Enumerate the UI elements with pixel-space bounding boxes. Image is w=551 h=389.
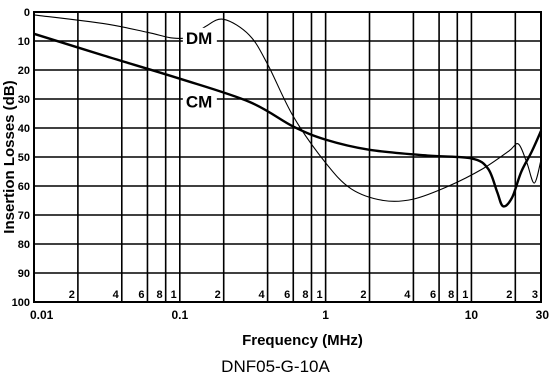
x-minor-tick-label: 4	[258, 289, 265, 301]
x-decade-label: 0.01	[30, 308, 54, 322]
y-tick-label: 80	[18, 239, 30, 251]
x-minor-tick-label: 2	[360, 289, 366, 301]
x-axis-title-prefix: Frequency	[242, 332, 319, 349]
x-minor-tick-label: 2	[69, 289, 75, 301]
x-minor-tick-label: 6	[138, 289, 144, 301]
y-tick-label: 90	[18, 268, 30, 280]
y-tick-label: 60	[18, 181, 30, 193]
y-tick-label: 20	[18, 65, 30, 77]
chart-caption: DNF05-G-10A	[221, 357, 330, 376]
y-axis-title-unit: (dB)	[1, 80, 18, 110]
x-minor-tick-label: 6	[430, 289, 436, 301]
y-tick-label: 0	[24, 7, 30, 19]
x-decade-label: 1	[322, 308, 329, 322]
x-axis-title-unit: (MHz)	[322, 332, 363, 349]
y-tick-label: 70	[18, 210, 30, 222]
annotation-background	[182, 27, 217, 48]
x-minor-tick-label: 2	[215, 289, 221, 301]
plot-frame	[33, 11, 542, 303]
x-decade-label: 0.1	[171, 308, 188, 322]
y-tick-label: 40	[18, 123, 30, 135]
x-minor-tick-label: 4	[113, 289, 120, 301]
x-minor-tick-label: 6	[284, 289, 290, 301]
y-tick-label: 10	[18, 36, 30, 48]
x-minor-tick-label: 2	[506, 289, 512, 301]
x-decade-label: 30	[536, 308, 550, 322]
y-tick-label: 50	[18, 152, 30, 164]
annotation-background	[182, 91, 217, 112]
x-minor-tick-label: 1	[462, 289, 468, 301]
x-minor-tick-label: 8	[302, 289, 308, 301]
x-minor-tick-label: 1	[171, 289, 177, 301]
x-minor-tick-label: 8	[157, 289, 163, 301]
series-line-dm	[33, 14, 542, 202]
y-tick-label: 30	[18, 94, 30, 106]
x-decade-label: 10	[465, 308, 479, 322]
y-axis-title-prefix: Insertion Losses	[1, 114, 18, 233]
series-line-cm	[33, 32, 543, 208]
annotation-label-dm: DM	[186, 29, 212, 48]
y-axis-title: Insertion Losses (dB)	[1, 80, 18, 233]
x-minor-tick-label: 4	[404, 289, 411, 301]
x-minor-tick-label: 8	[448, 289, 454, 301]
y-tick-label: 100	[12, 297, 30, 309]
annotation-label-cm: CM	[186, 93, 212, 112]
x-axis-title: Frequency (MHz)	[242, 332, 363, 349]
x-minor-tick-label: 3	[532, 289, 538, 301]
x-minor-tick-label: 1	[316, 289, 322, 301]
